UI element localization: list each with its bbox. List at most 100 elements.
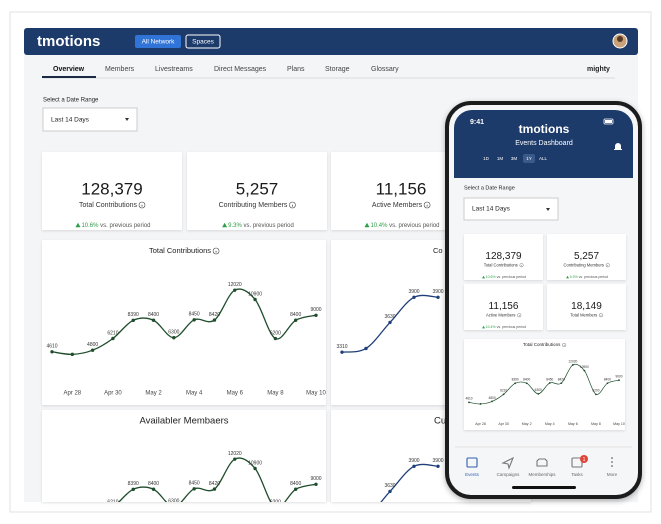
date-select-value[interactable]: Last 14 Days [51, 117, 90, 124]
nav-label[interactable]: Campaigns [497, 472, 521, 477]
point [479, 403, 482, 405]
point [253, 466, 257, 471]
line [118, 457, 317, 502]
data-label: 10900 [580, 365, 589, 369]
pill-label[interactable]: All Network [142, 39, 176, 46]
point [412, 464, 416, 468]
point [314, 313, 318, 317]
chart-title: Total Contributions [523, 342, 561, 347]
info-icon [138, 201, 146, 209]
period[interactable]: 1Y [526, 156, 532, 161]
x-tick-label: Apr 30 [498, 422, 509, 426]
tab[interactable]: Storage [325, 66, 350, 73]
badge-count: 1 [583, 457, 586, 463]
chart-card [42, 410, 326, 502]
data-label: 8390 [128, 312, 139, 318]
stat-change: 10.4% vs. previous period [486, 325, 527, 329]
up-arrow [482, 325, 486, 329]
icon-memberships[interactable] [536, 458, 548, 467]
point [571, 364, 574, 366]
nav-label[interactable]: Events [465, 472, 480, 477]
nav-label[interactable]: Tasks [571, 472, 583, 477]
tab[interactable]: Overview [53, 66, 85, 73]
x-tick-label: May 2 [522, 422, 532, 426]
nav-label[interactable]: More [607, 472, 618, 477]
point [91, 517, 94, 520]
period[interactable]: 1D [483, 156, 490, 161]
point [491, 400, 493, 403]
stat-card [547, 284, 626, 330]
period[interactable]: ALL [539, 156, 548, 161]
pill-label[interactable]: Spaces [192, 39, 214, 46]
data-label: 3630 [384, 483, 395, 489]
point [364, 516, 367, 519]
data-label: 10900 [248, 460, 262, 466]
point [412, 295, 416, 299]
point [525, 382, 528, 385]
point [314, 482, 318, 486]
stat-value: 11,156 [489, 301, 519, 312]
icon-tasks[interactable] [571, 457, 583, 468]
tab[interactable]: Members [105, 66, 135, 73]
info-icon [517, 313, 522, 318]
point [131, 318, 135, 323]
data-label: 12020 [228, 282, 242, 288]
chart-title: Cu [434, 416, 446, 427]
data-label: 8420 [558, 377, 565, 381]
pill[interactable] [185, 34, 221, 49]
data-label: 8450 [546, 377, 553, 381]
phone-title: Events Dashboard [515, 140, 573, 147]
x-tick-label: May 6 [568, 422, 578, 426]
period[interactable]: 1M [497, 156, 504, 161]
battery-level [605, 120, 612, 123]
x-tick-label: Apr 30 [104, 391, 122, 397]
point [172, 336, 176, 340]
data-label: 3900 [408, 289, 419, 295]
info-icon [605, 263, 610, 268]
point [340, 350, 344, 354]
stat-label: Contributing Members [564, 262, 604, 267]
data-label: 6300 [535, 388, 542, 392]
tab[interactable]: Glossary [371, 66, 399, 73]
stat-card [547, 234, 626, 280]
data-label: 6300 [168, 499, 179, 505]
change-note: vs. previous period [579, 275, 609, 279]
point [293, 487, 298, 491]
icon-campaigns[interactable] [501, 456, 515, 470]
point [468, 401, 470, 404]
badge [580, 455, 588, 463]
x-tick-label: Apr 28 [63, 391, 81, 397]
icon-events[interactable] [466, 457, 478, 468]
phone-logo: tmotions [519, 122, 570, 136]
tab[interactable]: Plans [287, 66, 305, 73]
data-label: 3310 [336, 513, 347, 519]
nav-label[interactable]: Memberships [528, 472, 556, 477]
stat-value: 128,379 [485, 251, 522, 262]
phone-date-select-value[interactable]: Last 14 Days [472, 206, 511, 213]
stat-label: Contributing Members [219, 202, 288, 209]
point [364, 346, 368, 351]
data-label: 8400 [290, 312, 301, 318]
line [51, 288, 317, 355]
data-label: 8400 [148, 312, 159, 318]
tab[interactable]: Livestreams [155, 66, 193, 73]
point [595, 393, 597, 396]
point [293, 318, 298, 322]
period[interactable]: 3M [511, 156, 518, 161]
point [111, 336, 115, 341]
info-icon [289, 201, 296, 209]
point [50, 519, 53, 522]
point [502, 393, 505, 396]
data-label: 8400 [523, 378, 530, 382]
point [233, 457, 237, 461]
change-value: 9.3% [228, 223, 242, 229]
chart-card [42, 240, 326, 405]
data-label: 6210 [107, 330, 118, 336]
bell[interactable] [614, 143, 622, 150]
stat-value: 5,257 [574, 251, 599, 262]
phone-date-select[interactable] [463, 197, 559, 221]
date-select[interactable] [42, 107, 138, 132]
data-label: 8400 [604, 378, 611, 382]
pill[interactable] [135, 35, 181, 48]
tab[interactable]: Direct Messages [214, 66, 267, 73]
